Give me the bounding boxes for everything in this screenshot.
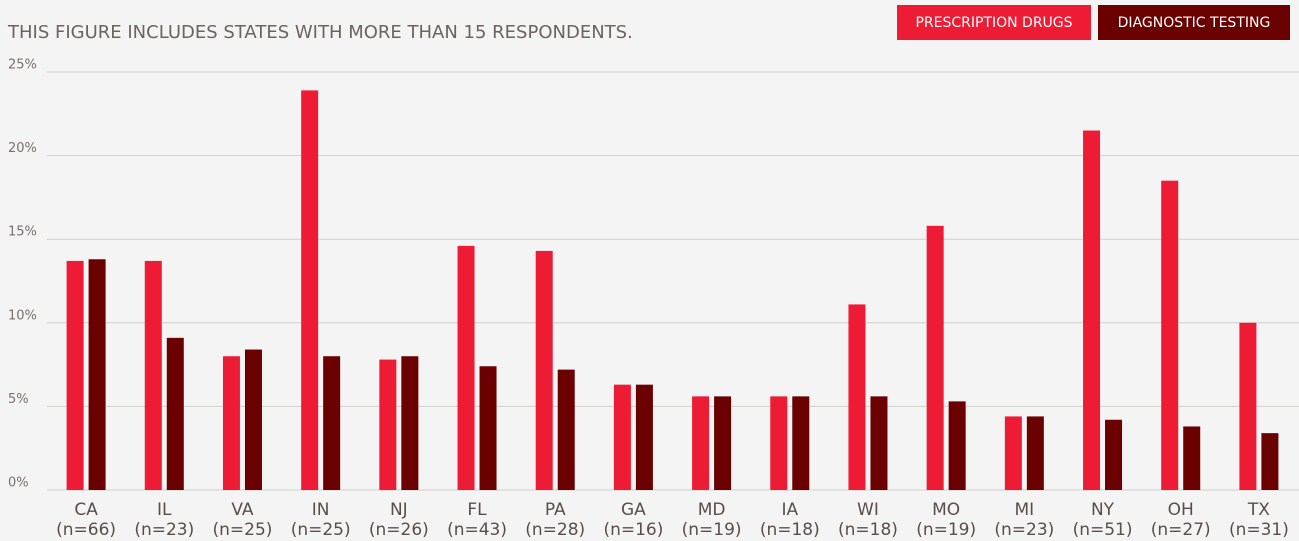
x-tick-label: IA — [781, 500, 798, 520]
x-tick-note: (n=25) — [291, 520, 351, 540]
x-tick-note: (n=25) — [213, 520, 273, 540]
bar — [1083, 130, 1101, 490]
y-tick-label: 10% — [8, 308, 37, 323]
bar — [1004, 416, 1022, 490]
bar — [792, 396, 810, 490]
x-tick-label: MO — [932, 500, 960, 520]
x-tick-label: CA — [74, 500, 98, 520]
bar — [144, 260, 162, 490]
y-tick-label: 0% — [8, 476, 29, 491]
bar — [1026, 416, 1044, 490]
chart-subtitle: THIS FIGURE INCLUDES STATES WITH MORE TH… — [7, 22, 633, 43]
bar — [323, 356, 341, 490]
bar — [1261, 433, 1279, 490]
bar — [301, 90, 319, 490]
x-tick-label: IN — [312, 500, 330, 520]
bar — [88, 259, 106, 490]
x-tick-label: TX — [1247, 500, 1270, 520]
y-tick-label: 15% — [8, 225, 37, 240]
bar — [1105, 419, 1123, 490]
x-tick-label: GA — [621, 500, 646, 520]
x-tick-label: IL — [157, 500, 172, 520]
x-tick-label: FL — [467, 500, 487, 520]
bar — [770, 396, 788, 490]
y-tick-label: 5% — [8, 392, 29, 407]
bar — [166, 337, 184, 490]
x-tick-note: (n=23) — [994, 520, 1054, 540]
bar — [557, 369, 575, 490]
x-tick-note: (n=19) — [916, 520, 976, 540]
x-tick-label: WI — [857, 500, 879, 520]
legend-label: DIAGNOSTIC TESTING — [1118, 15, 1271, 31]
bar — [1161, 180, 1179, 490]
x-tick-label: MD — [698, 500, 726, 520]
x-tick-label: NJ — [390, 500, 408, 520]
x-tick-note: (n=16) — [603, 520, 663, 540]
x-tick-note: (n=31) — [1229, 520, 1289, 540]
legend-swatch — [897, 5, 1091, 40]
x-tick-note: (n=19) — [682, 520, 742, 540]
x-tick-note: (n=27) — [1151, 520, 1211, 540]
bar — [948, 401, 966, 490]
bar — [1239, 322, 1257, 490]
bar — [457, 245, 475, 490]
x-tick-label: PA — [545, 500, 566, 520]
x-tick-label: NY — [1091, 500, 1115, 520]
y-tick-label: 20% — [8, 141, 37, 156]
x-tick-label: MI — [1015, 500, 1035, 520]
legend-swatch — [1098, 5, 1290, 40]
x-tick-note: (n=66) — [56, 520, 116, 540]
bar — [635, 384, 653, 490]
x-tick-label: VA — [231, 500, 254, 520]
bar — [66, 260, 84, 490]
bar — [379, 359, 397, 490]
bar — [1183, 426, 1201, 490]
y-tick-label: 25% — [8, 58, 37, 73]
x-tick-label: OH — [1168, 500, 1194, 520]
bar — [222, 356, 240, 490]
bar — [848, 304, 866, 490]
x-tick-note: (n=28) — [525, 520, 585, 540]
bar — [613, 384, 631, 490]
bar — [714, 396, 732, 490]
bar — [926, 225, 944, 490]
bar — [870, 396, 888, 490]
bar — [401, 356, 419, 490]
x-tick-note: (n=43) — [447, 520, 507, 540]
x-tick-note: (n=18) — [838, 520, 898, 540]
x-tick-note: (n=26) — [369, 520, 429, 540]
x-tick-note: (n=23) — [134, 520, 194, 540]
bar — [692, 396, 710, 490]
bar — [479, 366, 497, 490]
bar — [535, 250, 553, 490]
x-tick-note: (n=18) — [760, 520, 820, 540]
bar — [244, 349, 262, 490]
x-tick-note: (n=51) — [1073, 520, 1133, 540]
legend-label: PRESCRIPTION DRUGS — [915, 15, 1072, 31]
